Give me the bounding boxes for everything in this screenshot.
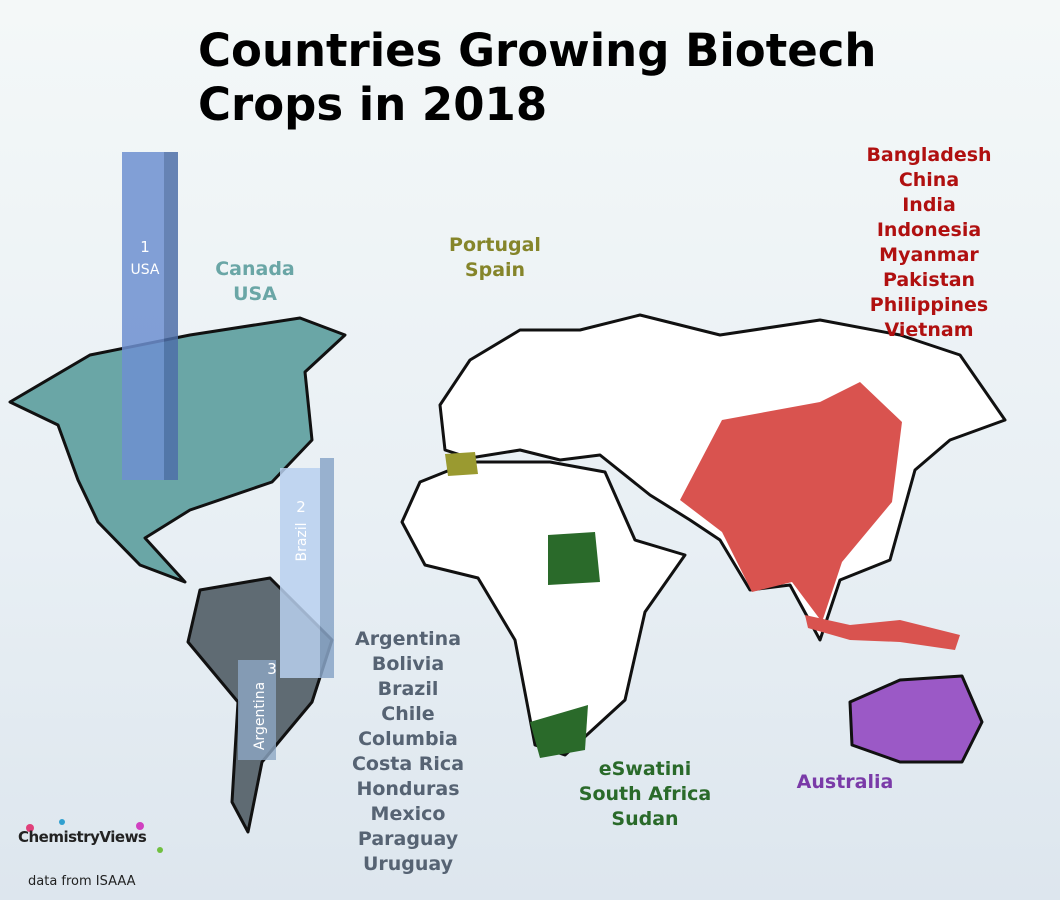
country-name: Argentina [354,628,462,650]
country-name: Philippines [869,294,989,316]
country-group: Australia [725,770,965,795]
asia-region [680,382,902,622]
bar-side [164,152,178,480]
country-name: Columbia [358,728,458,750]
bar-side [320,458,334,678]
bar-label: Brazil [294,522,310,561]
country-name: South Africa [578,783,712,805]
country-name: Brazil [377,678,439,700]
country-name: Spain [464,259,526,281]
country-name: Mexico [370,803,446,825]
country-name: Paraguay [357,828,459,850]
rank-label: 3 [267,660,277,678]
country-name: China [898,169,960,191]
rank-bars: 1 USA 2 Brazil 3 Argentina [122,152,334,760]
country-name: Sudan [611,808,679,830]
logo: ChemistryViews [18,828,147,846]
bar-label: USA [131,262,160,278]
dot [157,847,163,853]
south-africa-region [530,705,588,758]
country-name: Australia [796,771,894,793]
dot [26,824,34,832]
country-group: eSwatini South Africa Sudan [525,757,765,832]
country-name: eSwatini [598,758,692,780]
sudan-region [548,532,600,585]
australia [848,674,984,764]
country-name: Canada [215,258,295,280]
country-name: Uruguay [362,853,454,875]
country-name: Vietnam [884,319,974,341]
rank-label: 2 [296,498,306,516]
dot [136,822,144,830]
bar [238,660,276,760]
bar [280,468,320,678]
country-name: India [902,194,956,216]
country-group: Bangladesh China India Indonesia Myanmar Paki… [809,143,1049,343]
dot [59,819,65,825]
country-name: Portugal [449,234,541,256]
country-name: Pakistan [882,269,976,291]
logo-dots [26,819,163,853]
country-name: Myanmar [879,244,979,266]
country-group: Argentina Bolivia Brazil Chile Columbia Costa… [288,627,528,877]
country-name: USA [233,283,277,305]
bar [122,152,164,480]
rank-label: 1 [140,238,150,256]
country-group: Canada USA [135,257,375,307]
source: data from ISAAA [28,874,136,889]
country-name: Bolivia [371,653,445,675]
country-name: Chile [381,703,435,725]
africa [400,460,687,757]
title: Countries Growing Biotech Crops in 2018 [198,24,877,131]
bar-label: Argentina [252,682,268,750]
country-group: Portugal Spain [375,233,615,283]
indonesia-region [805,615,960,650]
iberia-region [445,452,478,476]
country-name: Costa Rica [351,753,465,775]
country-name: Bangladesh [866,144,992,166]
country-name: Indonesia [876,219,982,241]
country-name: Honduras [356,778,460,800]
